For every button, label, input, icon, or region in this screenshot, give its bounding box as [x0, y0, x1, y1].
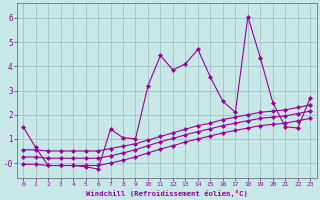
- X-axis label: Windchill (Refroidissement éolien,°C): Windchill (Refroidissement éolien,°C): [86, 190, 248, 197]
